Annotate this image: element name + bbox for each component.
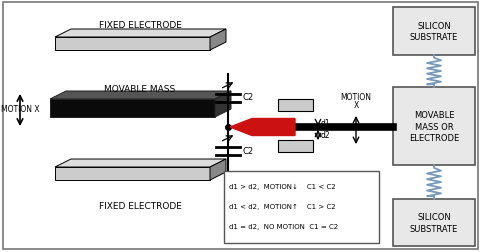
Text: MOVABLE
MASS OR
ELECTRODE: MOVABLE MASS OR ELECTRODE <box>408 111 458 142</box>
Bar <box>224 171 378 243</box>
Polygon shape <box>50 92 230 100</box>
Text: d1 = d2,  NO MOTION  C1 = C2: d1 = d2, NO MOTION C1 = C2 <box>228 223 337 229</box>
Bar <box>277 140 312 152</box>
Polygon shape <box>55 38 210 51</box>
Polygon shape <box>55 159 226 167</box>
Polygon shape <box>50 100 215 117</box>
Polygon shape <box>55 167 210 180</box>
Text: MOVABLE MASS: MOVABLE MASS <box>104 85 175 94</box>
Text: FIXED ELECTRODE: FIXED ELECTRODE <box>98 20 181 29</box>
Bar <box>392 199 474 246</box>
Bar <box>392 8 474 56</box>
Text: C2: C2 <box>242 93 253 102</box>
Text: C2: C2 <box>242 146 253 155</box>
Text: d2: d2 <box>320 130 330 139</box>
Text: MOTION: MOTION <box>340 92 371 101</box>
Polygon shape <box>210 159 226 180</box>
Text: SILICON
SUBSTRATE: SILICON SUBSTRATE <box>409 22 457 42</box>
Polygon shape <box>210 30 226 51</box>
Bar <box>392 88 474 165</box>
Text: d1 < d2,  MOTION↑    C1 > C2: d1 < d2, MOTION↑ C1 > C2 <box>228 203 335 209</box>
Bar <box>277 100 312 112</box>
Polygon shape <box>55 30 226 38</box>
Text: MOTION X: MOTION X <box>0 105 39 114</box>
Text: SILICON
SUBSTRATE: SILICON SUBSTRATE <box>409 213 457 233</box>
Polygon shape <box>215 92 230 117</box>
Text: d1 > d2,  MOTION↓    C1 < C2: d1 > d2, MOTION↓ C1 < C2 <box>228 183 335 189</box>
Text: d1: d1 <box>320 119 330 128</box>
FancyArrow shape <box>229 119 294 136</box>
Text: FIXED ELECTRODE: FIXED ELECTRODE <box>98 202 181 211</box>
Text: X: X <box>353 101 358 110</box>
